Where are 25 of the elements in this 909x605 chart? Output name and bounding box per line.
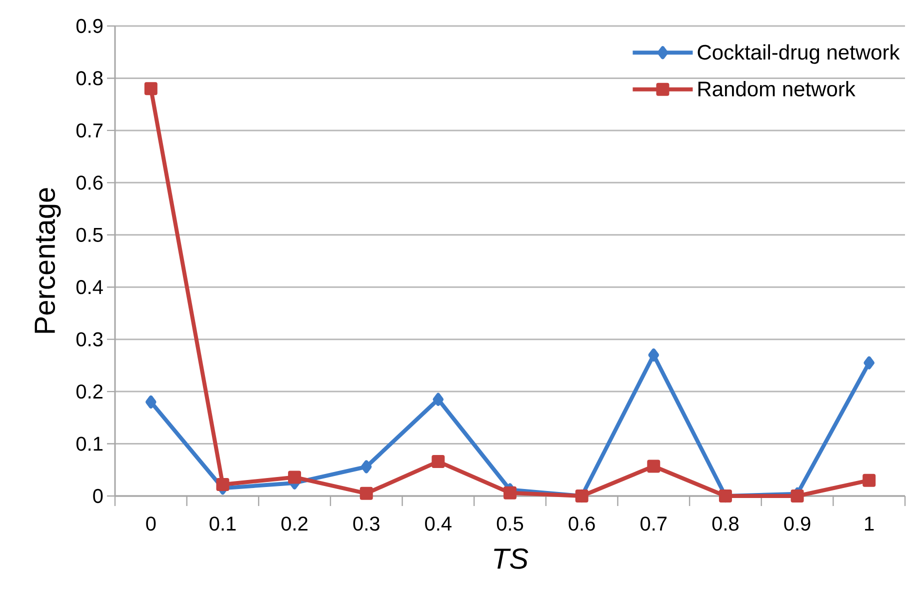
y-tick-label: 0.1 [76, 436, 102, 451]
y-tick-label: 0.8 [76, 71, 103, 86]
x-axis-title: TS [494, 548, 528, 569]
x-tick-label: 0.3 [353, 516, 380, 531]
y-tick-label: 0.3 [76, 332, 103, 346]
x-tick-label: 0.1 [210, 516, 236, 531]
x-tick-label: 1 [865, 516, 874, 531]
y-tick-label: 0.4 [76, 280, 103, 294]
x-tick-label: 0.6 [568, 516, 595, 531]
y-tick-label: 0.5 [76, 228, 103, 242]
x-tick-label: 0.4 [425, 516, 452, 531]
x-tick-label: 0.5 [496, 516, 524, 531]
x-tick-label: 0 [146, 516, 156, 531]
legend-label: Random network [698, 81, 856, 96]
y-tick-label: 0 [93, 488, 103, 504]
x-tick-label: 0.2 [281, 516, 308, 531]
y-axis-title: Percentage [34, 188, 61, 333]
y-tick-label: 0.9 [76, 18, 103, 34]
y-tick-label: 0.2 [76, 384, 102, 399]
x-tick-label: 0.8 [712, 516, 738, 531]
x-tick-label: 0.7 [640, 516, 667, 531]
x-tick-label: 0.9 [784, 516, 810, 531]
legend-label: Cocktail-drug network [698, 44, 900, 64]
y-tick-label: 0.6 [76, 176, 103, 190]
y-tick-label: 0.7 [76, 123, 102, 138]
